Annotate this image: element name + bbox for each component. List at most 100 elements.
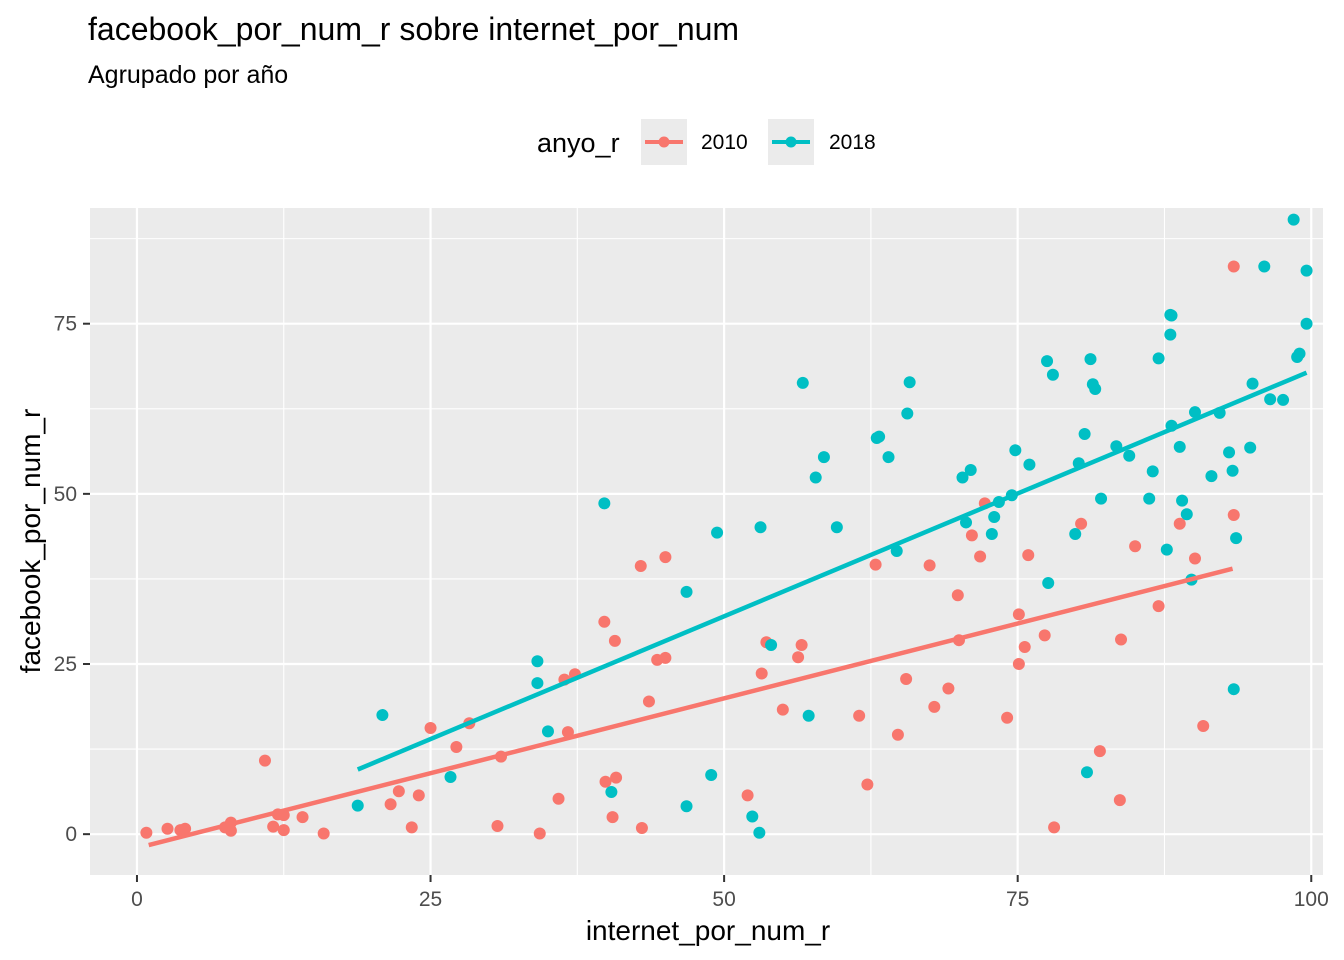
- data-point-2010: [951, 589, 964, 602]
- data-point-2018: [711, 526, 724, 539]
- data-point-2018: [1205, 470, 1218, 483]
- data-point-2018: [705, 768, 718, 781]
- data-point-2010: [317, 827, 330, 840]
- legend-title: anyo_r: [537, 128, 620, 158]
- grid-lines: [90, 208, 1323, 875]
- data-point-2010: [1022, 549, 1035, 562]
- data-point-2018: [680, 800, 693, 813]
- data-point-2010: [1115, 633, 1128, 646]
- chart-title: facebook_por_num_r sobre internet_por_nu…: [88, 11, 739, 47]
- data-point-2010: [491, 819, 504, 832]
- data-point-2018: [1089, 383, 1102, 396]
- data-point-2010: [424, 721, 437, 734]
- chart-subtitle: Agrupado por año: [88, 61, 288, 89]
- data-point-2018: [1084, 353, 1097, 366]
- data-point-2018: [444, 770, 457, 783]
- data-point-2018: [1176, 494, 1189, 507]
- data-point-2010: [659, 651, 672, 664]
- data-point-2010: [606, 811, 619, 824]
- data-point-2010: [634, 560, 647, 573]
- data-point-2018: [1300, 317, 1313, 330]
- data-point-2018: [901, 407, 914, 420]
- data-point-2018: [1042, 577, 1055, 590]
- legend-label-2018: 2018: [829, 131, 876, 154]
- data-point-2010: [561, 726, 574, 739]
- data-point-2010: [610, 771, 623, 784]
- data-point-2018: [1164, 328, 1177, 341]
- data-point-2010: [552, 792, 565, 805]
- data-point-2018: [1226, 464, 1239, 477]
- data-point-2018: [1227, 683, 1240, 696]
- data-point-2018: [1300, 264, 1313, 277]
- data-point-2010: [1129, 540, 1142, 553]
- data-point-2018: [1264, 393, 1277, 406]
- trend-line-2010: [148, 566, 1234, 848]
- data-point-2010: [923, 559, 936, 572]
- data-point-2018: [765, 638, 778, 651]
- data-point-2018: [598, 497, 611, 510]
- data-point-2018: [796, 376, 809, 389]
- data-point-2018: [985, 528, 998, 541]
- data-point-2010: [258, 754, 271, 767]
- data-point-2010: [405, 821, 418, 834]
- data-point-2010: [1012, 658, 1025, 671]
- trend-lines: [148, 370, 1308, 848]
- data-point-2018: [680, 585, 693, 598]
- trend-line-2018: [356, 370, 1308, 772]
- data-point-2018: [605, 785, 618, 798]
- data-point-2010: [642, 695, 655, 708]
- data-point-2010: [974, 550, 987, 563]
- data-point-2010: [659, 551, 672, 564]
- x-tick-label: 0: [131, 888, 143, 911]
- data-point-2018: [1293, 347, 1306, 360]
- data-point-2010: [741, 789, 754, 802]
- data-point-2010: [891, 728, 904, 741]
- data-point-2018: [1180, 508, 1193, 521]
- data-point-2010: [599, 775, 612, 788]
- data-point-2010: [296, 811, 309, 824]
- data-point-2018: [1277, 393, 1290, 406]
- data-point-2018: [1041, 355, 1054, 368]
- data-point-2018: [1146, 465, 1159, 478]
- data-point-2010: [224, 824, 237, 837]
- x-tick-label: 50: [712, 888, 735, 911]
- data-point-2018: [802, 709, 815, 722]
- data-point-2010: [1018, 640, 1031, 653]
- plot-panel: [90, 208, 1323, 875]
- x-tick-label: 100: [1294, 888, 1329, 911]
- data-point-2018: [531, 677, 544, 690]
- data-point-2018: [1046, 368, 1059, 381]
- y-tick-label: 50: [54, 483, 77, 506]
- data-point-2018: [1078, 427, 1091, 440]
- data-point-2018: [1143, 492, 1156, 505]
- data-point-2018: [956, 471, 969, 484]
- data-point-2010: [928, 700, 941, 713]
- data-point-2018: [1160, 543, 1173, 556]
- data-point-2018: [1095, 492, 1108, 505]
- data-point-2018: [830, 521, 843, 534]
- x-axis-title: internet_por_num_r: [586, 915, 830, 946]
- legend: anyo_r 2010 2018: [537, 119, 876, 165]
- data-point-2010: [598, 615, 611, 628]
- data-point-2018: [890, 545, 903, 558]
- data-point-2018: [1189, 406, 1202, 419]
- data-point-2018: [746, 810, 759, 823]
- data-point-2018: [1009, 444, 1022, 457]
- data-point-2010: [277, 824, 290, 837]
- data-point-2018: [809, 471, 822, 484]
- data-point-2010: [869, 558, 882, 571]
- data-point-2010: [755, 667, 768, 680]
- data-points: [140, 213, 1313, 840]
- data-point-2010: [1012, 608, 1025, 621]
- data-point-2010: [776, 703, 789, 716]
- data-point-2010: [161, 822, 174, 835]
- legend-entry-2018: 2018: [768, 119, 876, 165]
- data-point-2018: [1223, 446, 1236, 459]
- legend-key-point-2018: [785, 136, 797, 148]
- data-point-2018: [1258, 260, 1271, 273]
- data-point-2010: [1048, 821, 1061, 834]
- data-point-2018: [753, 826, 766, 839]
- data-point-2018: [964, 464, 977, 477]
- data-point-2010: [965, 529, 978, 542]
